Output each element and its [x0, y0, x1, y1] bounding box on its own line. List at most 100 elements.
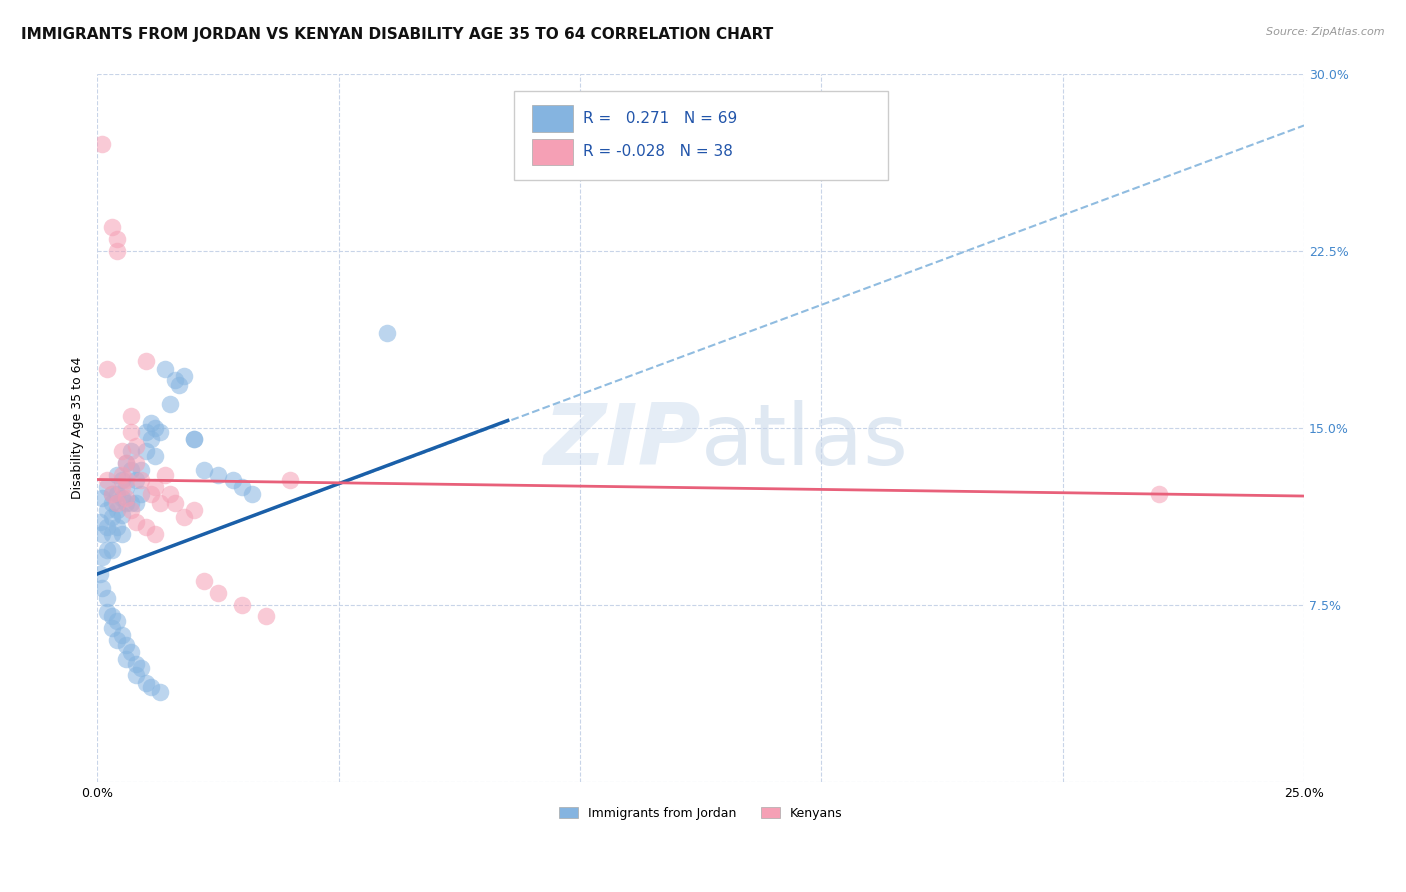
Point: [135, 675, 157, 690]
Point: [101, 486, 124, 500]
Point: [193, 574, 215, 588]
Point: [221, 473, 243, 487]
Point: [120, 425, 142, 440]
Point: [96, 480, 118, 494]
Point: [120, 645, 142, 659]
Point: [101, 621, 124, 635]
Point: [96, 543, 118, 558]
Point: [96, 503, 118, 517]
Point: [173, 510, 195, 524]
Point: [139, 486, 162, 500]
Point: [143, 480, 166, 494]
FancyBboxPatch shape: [513, 91, 887, 180]
Point: [163, 496, 186, 510]
Point: [153, 467, 176, 482]
Point: [101, 543, 124, 558]
Point: [115, 491, 138, 506]
Point: [125, 440, 148, 454]
Point: [231, 480, 253, 494]
Point: [149, 425, 172, 440]
Point: [89, 515, 111, 529]
FancyBboxPatch shape: [531, 138, 572, 165]
Point: [96, 519, 118, 533]
Legend: Immigrants from Jordan, Kenyans: Immigrants from Jordan, Kenyans: [554, 802, 848, 825]
Point: [101, 496, 124, 510]
Point: [96, 361, 118, 376]
Point: [101, 219, 124, 234]
FancyBboxPatch shape: [531, 105, 572, 132]
Point: [89, 566, 111, 581]
Point: [143, 526, 166, 541]
Point: [135, 425, 157, 440]
Point: [120, 444, 142, 458]
Point: [183, 433, 205, 447]
Point: [129, 463, 152, 477]
Point: [110, 508, 132, 522]
Point: [91, 550, 114, 565]
Point: [207, 467, 229, 482]
Text: ZIP: ZIP: [543, 401, 700, 483]
Point: [149, 685, 172, 699]
Point: [125, 668, 148, 682]
Point: [129, 486, 152, 500]
Point: [139, 416, 162, 430]
Point: [193, 463, 215, 477]
Point: [125, 496, 148, 510]
Point: [169, 378, 191, 392]
Point: [139, 433, 162, 447]
Point: [173, 368, 195, 383]
Point: [105, 486, 128, 500]
Point: [120, 496, 142, 510]
Point: [110, 526, 132, 541]
Point: [129, 661, 152, 675]
Point: [125, 515, 148, 529]
Point: [115, 456, 138, 470]
Point: [110, 444, 132, 458]
Point: [115, 456, 138, 470]
Point: [183, 503, 205, 517]
Point: [159, 397, 181, 411]
Point: [120, 409, 142, 423]
Point: [135, 354, 157, 368]
Point: [139, 680, 162, 694]
Point: [91, 526, 114, 541]
Text: atlas: atlas: [700, 401, 908, 483]
Point: [96, 473, 118, 487]
Point: [110, 467, 132, 482]
Point: [96, 591, 118, 605]
Text: IMMIGRANTS FROM JORDAN VS KENYAN DISABILITY AGE 35 TO 64 CORRELATION CHART: IMMIGRANTS FROM JORDAN VS KENYAN DISABIL…: [21, 27, 773, 42]
Point: [110, 628, 132, 642]
Point: [135, 519, 157, 533]
Point: [125, 473, 148, 487]
Point: [105, 244, 128, 258]
Point: [375, 326, 398, 341]
Point: [125, 657, 148, 671]
Point: [240, 486, 263, 500]
Point: [101, 510, 124, 524]
Point: [153, 361, 176, 376]
Point: [120, 503, 142, 517]
Point: [143, 420, 166, 434]
Point: [231, 598, 253, 612]
Point: [101, 609, 124, 624]
Point: [105, 503, 128, 517]
Point: [143, 449, 166, 463]
Point: [101, 526, 124, 541]
Point: [115, 638, 138, 652]
Point: [115, 496, 138, 510]
Text: R =   0.271   N = 69: R = 0.271 N = 69: [582, 111, 737, 126]
Point: [163, 373, 186, 387]
Point: [135, 444, 157, 458]
Point: [105, 519, 128, 533]
Point: [91, 491, 114, 506]
Y-axis label: Disability Age 35 to 64: Disability Age 35 to 64: [72, 357, 84, 499]
Point: [110, 491, 132, 506]
Point: [159, 486, 181, 500]
Point: [1149, 486, 1171, 500]
Point: [91, 137, 114, 152]
Point: [183, 433, 205, 447]
Point: [105, 232, 128, 246]
Point: [105, 614, 128, 628]
Point: [105, 467, 128, 482]
Point: [149, 496, 172, 510]
